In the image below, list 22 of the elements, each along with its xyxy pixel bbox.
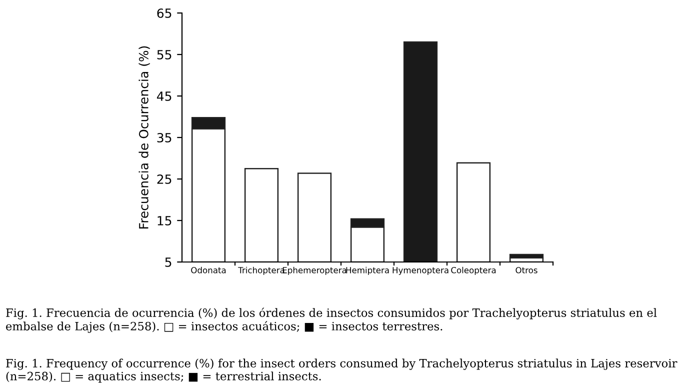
caption: Fig. 1. Frequency of occurrence (%) for the insect orders consumed by Trachelyopterus striatulus in Lajes reservoir (n=258). □ = aquatics insects; ■ = terrestrial insects. [6, 358, 678, 383]
bar [297, 172, 332, 262]
y-tick-label: 35 [157, 132, 172, 142]
x-tick-label: Trichoptera [238, 266, 284, 275]
y-tick-label: 25 [157, 174, 172, 184]
bar [403, 41, 438, 262]
y-tick-label: 15 [158, 216, 172, 226]
y-tick-label: 45 [156, 92, 172, 101]
y-tick-label: 5 [165, 258, 172, 267]
x-tick-label: Coleoptera [451, 266, 496, 275]
bar [509, 254, 544, 258]
bar [244, 168, 279, 262]
bar [456, 162, 491, 262]
caption: Fig. 1. Frecuencia de ocurrencia (%) de los órdenes de insectos consumidos por Trachelyopterus striatulus en el embalse de Lajes (n=258). □ = insectos acuáticos; ■ = insectos terrestres. [6, 308, 657, 333]
x-tick-label: Ephemeroptera [282, 266, 346, 275]
y-axis-title: Frecuencia de Ocurrencia (%) [138, 46, 150, 228]
x-tick-label: Hemiptera [346, 266, 389, 275]
x-tick-label: Hymenoptera [392, 267, 448, 275]
y-tick-label: 65 [157, 8, 172, 18]
y-tick-label: 55 [157, 50, 172, 60]
x-tick-label: Otros [516, 267, 538, 274]
x-tick-label: Odonata [191, 266, 226, 274]
